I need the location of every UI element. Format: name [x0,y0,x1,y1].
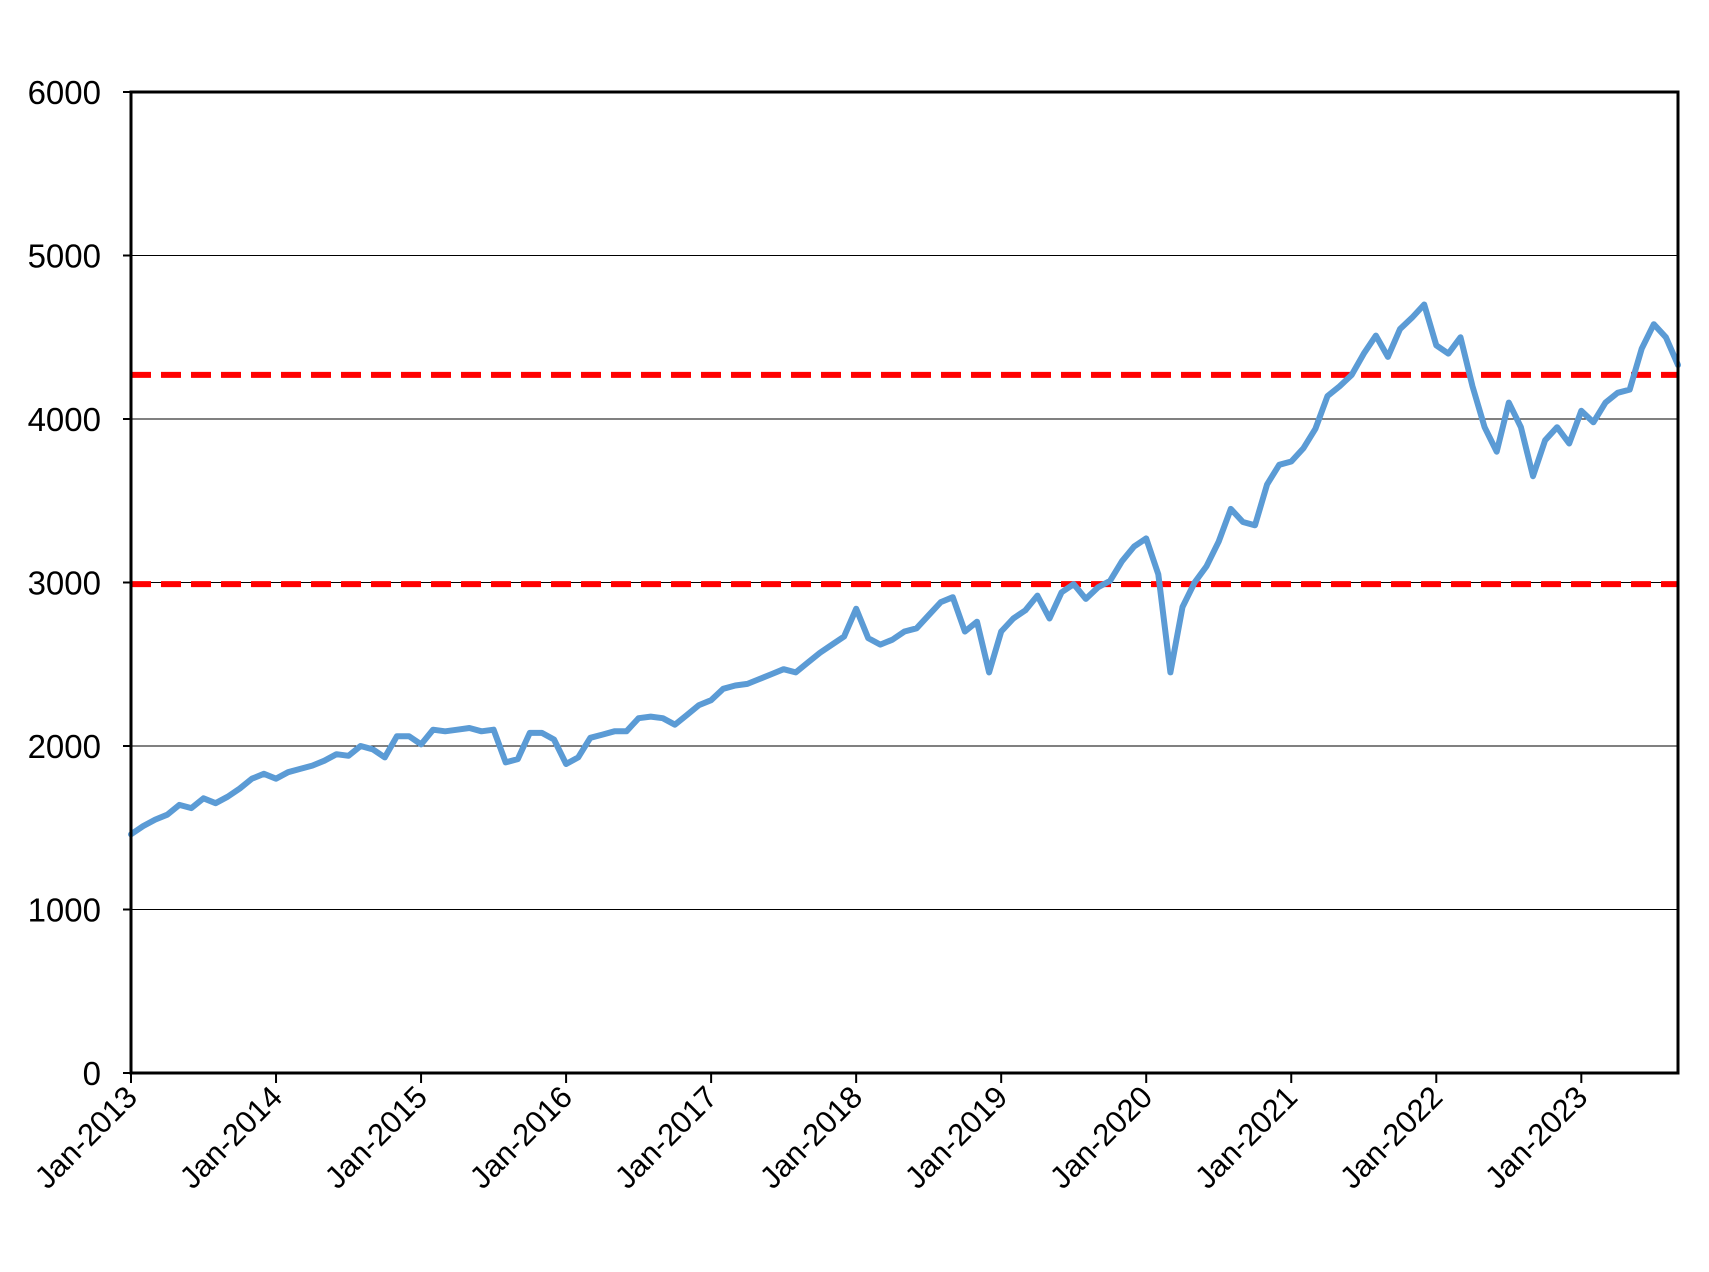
y-tick-label: 6000 [28,74,101,111]
series-line [128,301,1681,838]
x-tick-label: Jan-2013 [28,1079,144,1195]
y-tick-label: 5000 [28,238,101,275]
y-tick-label: 0 [83,1055,101,1092]
series-layer [128,301,1681,838]
x-tick-label: Jan-2015 [318,1079,434,1195]
x-tick-label: Jan-2021 [1188,1079,1304,1195]
x-tick-label: Jan-2018 [753,1079,869,1195]
x-tick-label: Jan-2014 [173,1079,289,1195]
y-tick-label: 2000 [28,728,101,765]
x-tick-label: Jan-2017 [608,1079,724,1195]
x-tick-label: Jan-2019 [898,1079,1014,1195]
y-tick-label: 1000 [28,892,101,929]
y-tick-label: 3000 [28,565,101,602]
x-axis-ticks: Jan-2013 Jan-2014 Jan-2015 Jan-2016 Jan-2017… [28,1073,1594,1195]
x-tick-label: Jan-2016 [463,1079,579,1195]
x-tick-label: Jan-2022 [1333,1079,1449,1195]
reference-lines [131,371,1678,588]
y-tick-label: 4000 [28,401,101,438]
x-tick-label: Jan-2020 [1043,1079,1159,1195]
y-axis-ticks: 0 1000 2000 3000 4000 5000 6000 [28,74,131,1092]
x-tick-label: Jan-2023 [1478,1079,1594,1195]
